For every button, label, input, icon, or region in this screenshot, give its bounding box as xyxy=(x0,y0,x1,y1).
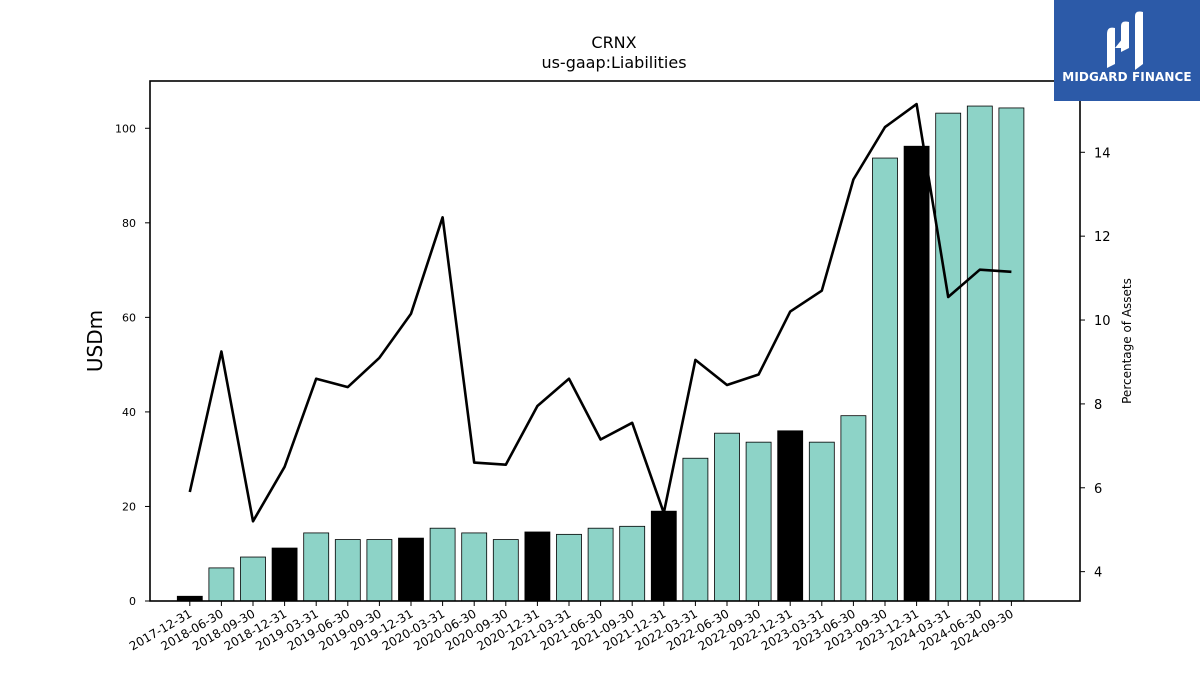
chart-title: CRNX xyxy=(591,33,636,52)
bar-2021-06-30 xyxy=(587,527,614,602)
bar-2022-12-31 xyxy=(777,430,804,602)
bar-2023-03-31 xyxy=(808,441,835,602)
brand-logo: MIDGARD FINANCE xyxy=(1054,0,1200,101)
bar-2019-06-30 xyxy=(334,539,361,602)
bar-2020-06-30 xyxy=(461,532,488,602)
y-tick-label: 60 xyxy=(122,311,136,324)
bar-2021-12-31 xyxy=(650,510,677,602)
y2-tick-label: 4 xyxy=(1094,566,1102,581)
bar-2018-09-30 xyxy=(240,556,266,602)
line-group xyxy=(188,102,1012,523)
bar-2022-03-31 xyxy=(682,457,709,602)
bar-2021-09-30 xyxy=(619,525,646,602)
bar-2020-09-30 xyxy=(492,539,519,602)
bar-2018-12-31 xyxy=(271,547,298,602)
bar-2018-06-30 xyxy=(208,567,235,602)
y2-tick-label: 14 xyxy=(1094,146,1111,161)
bar-2023-12-31 xyxy=(903,145,930,602)
y2-tick-label: 8 xyxy=(1094,398,1102,413)
bar-2019-09-30 xyxy=(366,539,393,602)
y-tick-label: 0 xyxy=(129,595,136,608)
bar-2023-09-30 xyxy=(872,157,898,602)
plot-frame xyxy=(149,80,1081,602)
y2-axis-label: Percentage of Assets xyxy=(1120,278,1134,404)
chart-subtitle: us-gaap:Liabilities xyxy=(541,53,686,72)
bar-2024-06-30 xyxy=(966,105,993,602)
y-tick-label: 100 xyxy=(115,122,136,135)
y-tick-label: 80 xyxy=(122,217,136,230)
y-tick-label: 40 xyxy=(122,406,136,419)
bar-2019-12-31 xyxy=(398,537,424,602)
y-tick-label: 20 xyxy=(122,500,136,513)
bar-2022-06-30 xyxy=(714,432,740,602)
y2-tick-label: 10 xyxy=(1094,314,1111,329)
y2-tick-label: 6 xyxy=(1094,482,1102,497)
bar-2019-03-31 xyxy=(303,532,330,602)
y2-tick-label: 12 xyxy=(1094,230,1111,245)
percentage-line xyxy=(188,102,1012,523)
bar-2024-09-30 xyxy=(998,107,1025,602)
y-axis-label: USDm xyxy=(83,310,107,372)
bar-2022-09-30 xyxy=(745,441,772,602)
brand-name: MIDGARD FINANCE xyxy=(1062,70,1192,84)
bar-2024-03-31 xyxy=(935,112,962,602)
bars-group xyxy=(176,105,1025,602)
bar-2023-06-30 xyxy=(840,415,867,602)
bar-2021-03-31 xyxy=(556,533,582,602)
bar-2020-12-31 xyxy=(524,531,551,602)
midgard-logo-icon xyxy=(1107,11,1143,70)
bar-2020-03-31 xyxy=(429,527,456,602)
